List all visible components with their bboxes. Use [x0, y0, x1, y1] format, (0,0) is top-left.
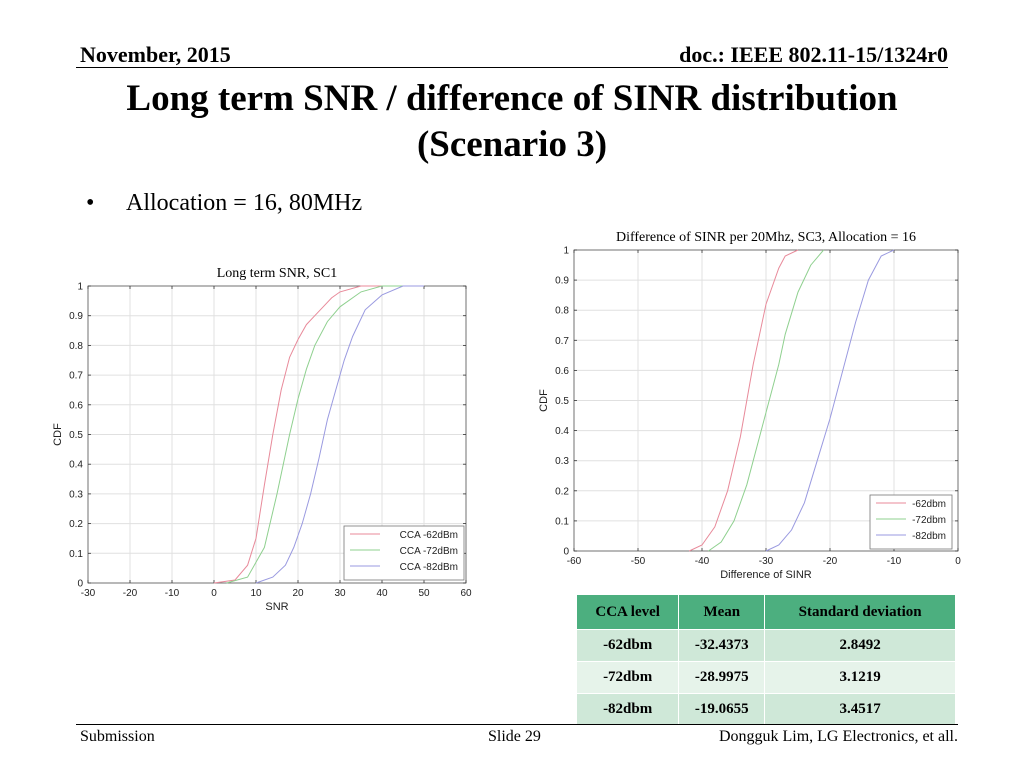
table-cell: -82dbm	[575, 693, 680, 726]
y-tick-label: 0.3	[555, 456, 569, 467]
y-tick-label: 0.9	[69, 311, 83, 322]
series-line	[213, 285, 382, 584]
series-line	[708, 249, 824, 552]
table-row: -72dbm -28.9975 3.1219	[575, 661, 956, 694]
x-tick-label: -20	[823, 556, 838, 567]
chart-long-term-snr: -30 -20 -10 0 10 20 30 40 50 60 0 0.1 0.2 0.3 0.4 0.5 0.…	[52, 266, 472, 613]
x-tick-label: -30	[81, 588, 96, 599]
x-tick-label: 30	[334, 588, 346, 599]
stats-header-std: Standard deviation	[764, 594, 956, 630]
legend-label: -62dbm	[912, 499, 946, 510]
x-tick-label: 50	[418, 588, 430, 599]
y-tick-label: 0.5	[69, 430, 83, 441]
y-tick-label: 0.6	[69, 400, 83, 411]
y-tick-label: 0.8	[69, 341, 83, 352]
bullet-marker: •	[86, 190, 95, 216]
legend-label: -82dbm	[912, 531, 946, 542]
table-cell: -28.9975	[678, 661, 766, 694]
table-cell: -32.4373	[678, 629, 766, 662]
y-tick-label: 0.2	[69, 519, 83, 530]
series-line	[226, 285, 403, 584]
legend-box	[869, 494, 953, 550]
x-tick-label: -40	[695, 556, 710, 567]
x-tick-label: 10	[250, 588, 262, 599]
table-cell: -19.0655	[678, 693, 766, 726]
table-cell: 2.8492	[764, 629, 956, 662]
stats-header-cca-level: CCA level	[575, 594, 680, 630]
table-cell: -62dbm	[575, 629, 680, 662]
y-tick-label: 0.1	[69, 549, 83, 560]
y-tick-label: 0.7	[555, 336, 569, 347]
stats-header-mean: Mean	[678, 594, 766, 630]
x-tick-label: 0	[211, 588, 217, 599]
y-tick-label: 0.9	[555, 276, 569, 287]
bullet-allocation: • Allocation = 16, 80MHz	[86, 190, 362, 217]
bullet-text: Allocation = 16, 80MHz	[126, 190, 363, 216]
series-line	[255, 285, 424, 584]
stats-table-header-row: CCA level Mean Standard deviation	[575, 594, 956, 630]
footer-submission: Submission	[80, 728, 155, 745]
y-tick-label: 0.4	[69, 460, 83, 471]
y-tick-label: 0.7	[69, 371, 83, 382]
table-row: -82dbm -19.0655 3.4517	[575, 693, 956, 726]
footer-divider	[76, 724, 958, 725]
chart-title: Difference of SINR per 20Mhz, SC3, Alloc…	[616, 230, 916, 245]
chart-difference-of-sinr: -60 -50 -40 -30 -20 -10 0 0 0.1 0.2 0.3 0.4 0.5 0.6 0.…	[538, 230, 961, 581]
y-axis-label: CDF	[538, 389, 550, 412]
y-tick-label: 0.8	[555, 306, 569, 317]
footer-author: Dongguk Lim, LG Electronics, et all.	[718, 728, 958, 745]
legend-label: CCA -62dBm	[400, 530, 458, 541]
x-tick-label: -50	[631, 556, 646, 567]
x-axis-label: Difference of SINR	[720, 569, 812, 581]
x-tick-label: -20	[123, 588, 138, 599]
y-tick-label: 1	[563, 246, 569, 257]
table-cell: 3.4517	[764, 693, 956, 726]
series-line	[765, 249, 895, 552]
x-tick-label: -10	[165, 588, 180, 599]
y-tick-label: 0	[563, 547, 569, 558]
x-tick-label: 0	[955, 556, 961, 567]
y-tick-label: 0.2	[555, 486, 569, 497]
legend-label: CCA -82dBm	[400, 562, 458, 573]
x-tick-label: 20	[292, 588, 304, 599]
header-divider	[76, 67, 948, 68]
table-cell: -72dbm	[575, 661, 680, 694]
slide-title: Long term SNR / difference of SINR distr…	[60, 76, 964, 168]
y-tick-label: 1	[77, 282, 83, 293]
legend-label: -72dbm	[912, 515, 946, 526]
slide-title-line1: Long term SNR / difference of SINR distr…	[126, 78, 898, 119]
x-tick-label: 60	[460, 588, 472, 599]
y-tick-label: 0	[77, 579, 83, 590]
y-tick-label: 0.3	[69, 489, 83, 500]
x-tick-label: -10	[887, 556, 902, 567]
legend-label: CCA -72dBm	[400, 546, 458, 557]
table-cell: 3.1219	[764, 661, 956, 694]
x-axis-label: SNR	[265, 601, 288, 613]
stats-table: CCA level Mean Standard deviation -62dbm…	[575, 594, 956, 726]
header-date: November, 2015	[80, 42, 231, 67]
y-tick-label: 0.5	[555, 396, 569, 407]
chart-title: Long term SNR, SC1	[217, 266, 338, 281]
y-tick-label: 0.1	[555, 516, 569, 527]
table-row: -62dbm -32.4373 2.8492	[575, 629, 956, 662]
y-tick-label: 0.4	[555, 426, 569, 437]
header-doc-id: doc.: IEEE 802.11-15/1324r0	[679, 42, 948, 67]
series-line	[688, 249, 799, 552]
y-axis-label: CDF	[52, 423, 64, 446]
x-tick-label: 40	[376, 588, 388, 599]
x-tick-label: -60	[567, 556, 582, 567]
x-tick-label: -30	[759, 556, 774, 567]
legend-box	[343, 525, 465, 581]
footer-slide-number: Slide 29	[488, 728, 541, 745]
slide-title-line2: (Scenario 3)	[416, 124, 608, 165]
y-tick-label: 0.6	[555, 366, 569, 377]
